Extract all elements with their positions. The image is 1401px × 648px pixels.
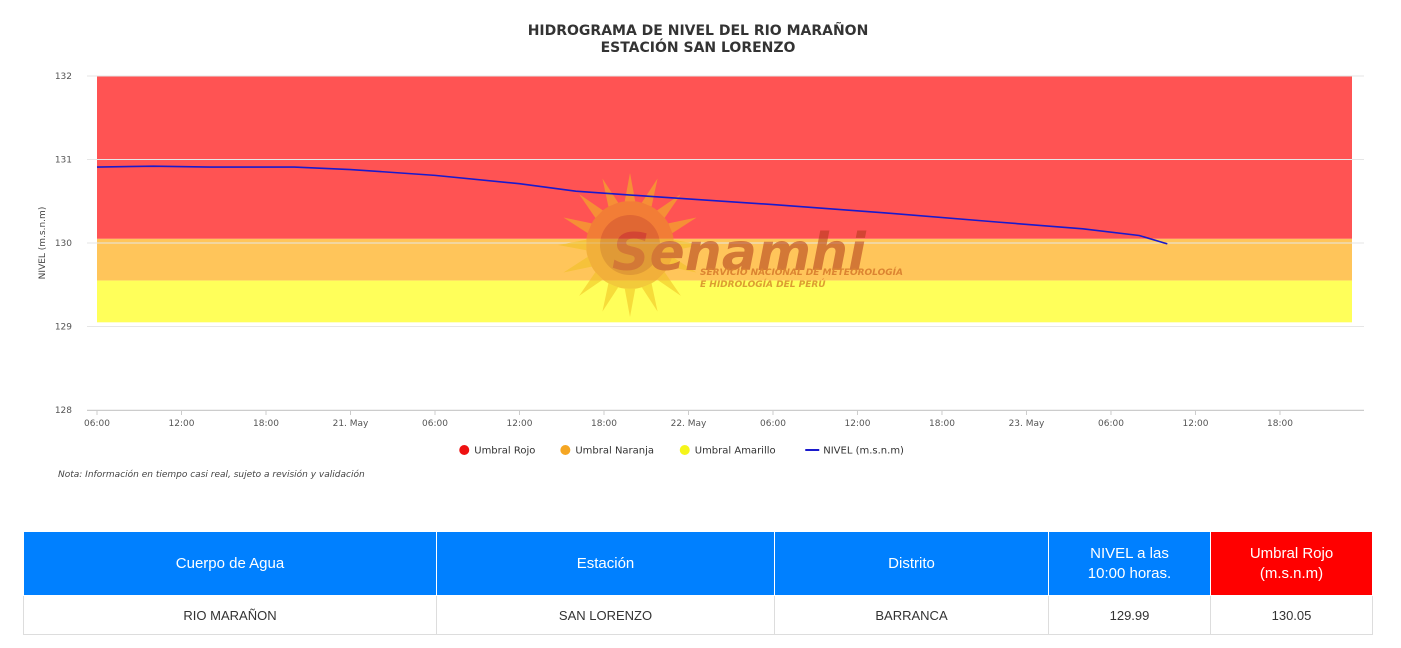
hydrograph-chart: HIDROGRAMA DE NIVEL DEL RIO MARAÑON ESTA… bbox=[38, 22, 1364, 480]
sun-ray bbox=[657, 272, 681, 296]
x-tick-label: 12:00 bbox=[845, 419, 871, 429]
sun-ray bbox=[641, 178, 658, 207]
table-header-row: Cuerpo de Agua Estación Distrito NIVEL a… bbox=[23, 531, 1373, 596]
threshold-bands bbox=[97, 76, 1352, 323]
header-umbral: Umbral Rojo (m.s.n.m) bbox=[1210, 531, 1373, 596]
y-axis-ticks: 128 129 130 131 132 bbox=[55, 72, 72, 416]
x-tick-label: 18:00 bbox=[929, 419, 955, 429]
x-tick-label: 18:00 bbox=[1267, 419, 1293, 429]
x-tick-label: 21. May bbox=[333, 419, 369, 429]
x-tick-label: 12:00 bbox=[169, 419, 195, 429]
legend-dot-marker bbox=[679, 445, 690, 455]
watermark-subtitle-1: SERVICIO NACIONAL DE METEOROLOGÍA bbox=[700, 266, 903, 278]
sun-ray bbox=[579, 194, 603, 218]
cell-distrito: BARRANCA bbox=[774, 595, 1049, 635]
band-umbral-amarillo bbox=[97, 280, 1352, 323]
legend-item-label: Umbral Rojo bbox=[474, 446, 535, 457]
x-tick-label: 18:00 bbox=[591, 419, 617, 429]
watermark-logo-text: Senamhi bbox=[612, 223, 867, 283]
x-tick-label: 12:00 bbox=[1183, 419, 1209, 429]
disclaimer-note: Nota: Información en tiempo casi real, s… bbox=[58, 469, 365, 480]
sun-ray bbox=[563, 256, 592, 273]
chart-legend: Umbral Rojo Umbral Naranja Umbral Amarillo… bbox=[459, 445, 904, 457]
sun-ray bbox=[668, 217, 697, 234]
x-tick-label: 06:00 bbox=[422, 419, 448, 429]
y-tick-label: 132 bbox=[55, 72, 72, 82]
series-layer bbox=[96, 165, 1168, 245]
header-nivel: NIVEL a las 10:00 horas. bbox=[1048, 531, 1211, 596]
sun-ray bbox=[668, 256, 697, 273]
sun-ray bbox=[673, 239, 702, 251]
header-distrito: Distrito bbox=[774, 531, 1049, 596]
x-tick-label: 23. May bbox=[1009, 419, 1045, 429]
legend-dot-marker bbox=[459, 445, 470, 455]
x-tick-label: 18:00 bbox=[253, 419, 279, 429]
sun-ray bbox=[641, 283, 658, 312]
header-cuerpo: Cuerpo de Agua bbox=[23, 531, 437, 596]
x-tick-label: 12:00 bbox=[507, 419, 533, 429]
y-tick-label: 129 bbox=[55, 323, 72, 333]
table-row: RIO MARAÑON SAN LORENZO BARRANCA 129.99 … bbox=[23, 595, 1373, 635]
sun-ray bbox=[624, 288, 636, 317]
legend-item-label: Umbral Naranja bbox=[575, 446, 654, 457]
cell-umbral: 130.05 bbox=[1210, 595, 1373, 635]
sun-ray bbox=[602, 178, 619, 207]
sun-ray bbox=[558, 239, 587, 251]
chart-subtitle: ESTACIÓN SAN LORENZO bbox=[601, 38, 796, 56]
chart-canvas: HIDROGRAMA DE NIVEL DEL RIO MARAÑON ESTA… bbox=[38, 22, 1364, 480]
watermark-subtitle-2: E HIDROLOGÍA DEL PERÚ bbox=[700, 278, 826, 290]
cell-cuerpo: RIO MARAÑON bbox=[23, 595, 437, 635]
legend-dot-marker bbox=[560, 445, 571, 455]
header-estacion: Estación bbox=[436, 531, 775, 596]
y-tick-label: 128 bbox=[55, 406, 72, 416]
sun-ray bbox=[563, 217, 592, 234]
x-tick-label: 22. May bbox=[671, 419, 707, 429]
series-line bbox=[96, 165, 1168, 245]
header-nivel-line2: 10:00 horas. bbox=[1087, 564, 1172, 582]
cell-nivel: 129.99 bbox=[1048, 595, 1211, 635]
x-tick-label: 06:00 bbox=[1098, 419, 1124, 429]
band-umbral-rojo bbox=[97, 76, 1352, 239]
y-tick-label: 131 bbox=[55, 156, 72, 166]
chart-title: HIDROGRAMA DE NIVEL DEL RIO MARAÑON bbox=[528, 22, 869, 39]
y-tick-label: 130 bbox=[55, 239, 72, 249]
band-umbral-naranja bbox=[97, 238, 1352, 281]
y-axis-title: NIVEL (m.s.n.m) bbox=[38, 207, 48, 280]
x-axis-ticks: 06:00 12:00 18:00 21. May 06:00 12:00 18:00 22.… bbox=[84, 410, 1364, 429]
header-nivel-line1: NIVEL a las bbox=[1090, 544, 1169, 562]
x-tick-label: 06:00 bbox=[760, 419, 786, 429]
x-tick-label: 06:00 bbox=[84, 419, 110, 429]
sun-ray bbox=[657, 194, 681, 218]
legend-item-label: Umbral Amarillo bbox=[695, 446, 776, 457]
legend-item-label: NIVEL (m.s.n.m) bbox=[823, 446, 904, 457]
cell-estacion: SAN LORENZO bbox=[436, 595, 775, 635]
station-table: Cuerpo de Agua Estación Distrito NIVEL a… bbox=[23, 531, 1373, 635]
senamhi-watermark: Senamhi SERVICIO NACIONAL DE METEOROLOGÍ… bbox=[558, 173, 903, 317]
sun-ray bbox=[579, 272, 603, 296]
sun-logo-icon bbox=[558, 173, 702, 317]
sun-ray bbox=[602, 283, 619, 312]
